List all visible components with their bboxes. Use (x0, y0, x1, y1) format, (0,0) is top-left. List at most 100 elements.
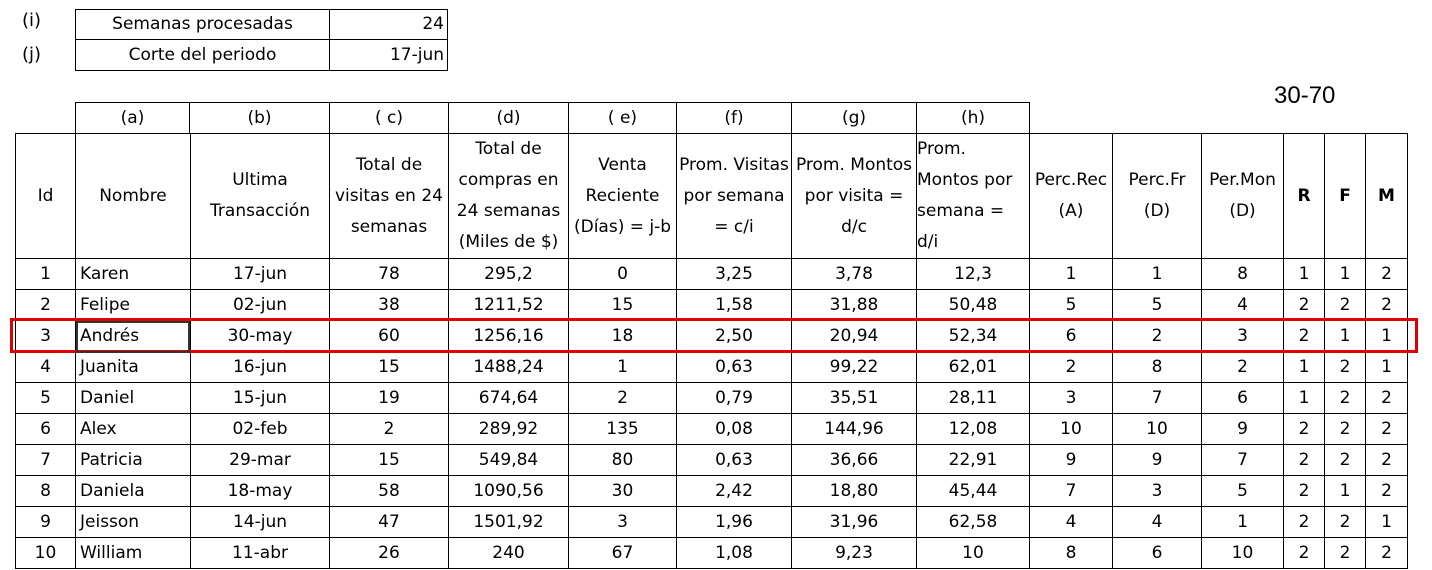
cell-total-visitas: 38 (329, 289, 449, 321)
cell-f: 2 (1324, 351, 1366, 383)
cell-f: 1 (1324, 475, 1366, 507)
cell-prom-visitas: 1,58 (676, 289, 792, 321)
cell-prom-montos-semana: 50,48 (916, 289, 1030, 321)
header-id: Id (15, 133, 76, 259)
header-prom-visitas: Prom. Visitas por semana = c/i (676, 133, 792, 259)
cell-prom-visitas: 2,50 (676, 320, 792, 352)
cell-total-compras: 1488,24 (448, 351, 569, 383)
header-f: F (1324, 133, 1366, 259)
cell-r: 2 (1283, 413, 1325, 445)
cell-prom-montos-visita: 31,96 (791, 506, 917, 538)
cell-total-visitas: 58 (329, 475, 449, 507)
header-m: M (1365, 133, 1408, 259)
cell-f: 2 (1324, 382, 1366, 414)
cell-id: 6 (15, 413, 76, 445)
cell-venta-reciente: 1 (568, 351, 677, 383)
cell-nombre: Daniel (75, 382, 191, 414)
cell-venta-reciente: 135 (568, 413, 677, 445)
cell-ultima-transaccion: 02-feb (190, 413, 330, 445)
ratio-label: 30-70 (1274, 82, 1336, 109)
cell-perc-fr: 8 (1112, 351, 1202, 383)
col-letter-h: (h) (916, 102, 1030, 134)
cell-venta-reciente: 30 (568, 475, 677, 507)
cell-nombre: Patricia (75, 444, 191, 476)
cell-nombre: William (75, 537, 191, 569)
cell-prom-visitas: 3,25 (676, 258, 792, 290)
cell-prom-montos-visita: 31,88 (791, 289, 917, 321)
cell-id: 3 (15, 320, 76, 352)
cell-total-visitas: 2 (329, 413, 449, 445)
cell-r: 2 (1283, 475, 1325, 507)
cell-r: 1 (1283, 351, 1325, 383)
cell-perc-rec: 9 (1029, 444, 1113, 476)
cell-total-visitas: 19 (329, 382, 449, 414)
cell-nombre: Felipe (75, 289, 191, 321)
cell-perc-fr: 3 (1112, 475, 1202, 507)
cell-total-visitas: 26 (329, 537, 449, 569)
param-marker-i: (i) (22, 10, 42, 31)
cell-prom-montos-visita: 18,80 (791, 475, 917, 507)
cell-m: 2 (1365, 258, 1408, 290)
param-table: Semanas procesadas 24 Corte del periodo … (75, 9, 448, 71)
cell-total-compras: 240 (448, 537, 569, 569)
cell-ultima-transaccion: 29-mar (190, 444, 330, 476)
cell-prom-montos-visita: 20,94 (791, 320, 917, 352)
cell-id: 2 (15, 289, 76, 321)
cell-prom-montos-semana: 12,08 (916, 413, 1030, 445)
table-row: 7 Patricia 29-mar 15 549,84 80 0,63 36,66 22,91 9… (15, 444, 1408, 476)
cell-prom-visitas: 2,42 (676, 475, 792, 507)
cell-venta-reciente: 3 (568, 506, 677, 538)
col-letter-f: (f) (676, 102, 792, 134)
table-row: 8 Daniela 18-may 58 1090,56 30 2,42 18,80 45,44 7… (15, 475, 1408, 507)
cell-total-visitas: 78 (329, 258, 449, 290)
cell-perc-rec: 1 (1029, 258, 1113, 290)
header-prom-montos-semana: Prom. Montos por semana = d/i (916, 133, 1030, 259)
col-letter-c: ( c) (329, 102, 449, 134)
cell-per-mon: 2 (1201, 351, 1284, 383)
cell-total-compras: 1256,16 (448, 320, 569, 352)
cell-id: 5 (15, 382, 76, 414)
cell-f: 1 (1324, 258, 1366, 290)
param-marker-j: (j) (22, 44, 42, 65)
cell-perc-fr: 10 (1112, 413, 1202, 445)
cell-per-mon: 4 (1201, 289, 1284, 321)
cell-perc-fr: 7 (1112, 382, 1202, 414)
cell-perc-rec: 8 (1029, 537, 1113, 569)
cell-prom-montos-visita: 144,96 (791, 413, 917, 445)
cell-venta-reciente: 18 (568, 320, 677, 352)
cell-per-mon: 7 (1201, 444, 1284, 476)
cell-perc-fr: 6 (1112, 537, 1202, 569)
header-r: R (1283, 133, 1325, 259)
col-letter-g: (g) (791, 102, 917, 134)
cell-f: 2 (1324, 506, 1366, 538)
param-label-semanas: Semanas procesadas (75, 9, 330, 40)
cell-ultima-transaccion: 16-jun (190, 351, 330, 383)
cell-prom-montos-visita: 99,22 (791, 351, 917, 383)
cell-total-compras: 289,92 (448, 413, 569, 445)
selected-cell-outline (76, 321, 190, 353)
cell-f: 2 (1324, 537, 1366, 569)
table-row: 3 Andrés 30-may 60 1256,16 18 2,50 20,94 52,34 6 2… (15, 320, 1408, 352)
cell-prom-montos-semana: 52,34 (916, 320, 1030, 352)
cell-per-mon: 6 (1201, 382, 1284, 414)
cell-venta-reciente: 0 (568, 258, 677, 290)
column-letter-row: (a) (b) ( c) (d) ( e) (f) (g) (h) (75, 102, 1030, 134)
cell-perc-rec: 3 (1029, 382, 1113, 414)
header-per-mon: Per.Mon (D) (1201, 133, 1284, 259)
cell-r: 2 (1283, 537, 1325, 569)
cell-venta-reciente: 15 (568, 289, 677, 321)
table-row: 9 Jeisson 14-jun 47 1501,92 3 1,96 31,96 62,58 4 4… (15, 506, 1408, 538)
header-nombre: Nombre (75, 133, 191, 259)
cell-m: 2 (1365, 475, 1408, 507)
cell-perc-fr: 2 (1112, 320, 1202, 352)
header-total-visitas: Total de visitas en 24 semanas (329, 133, 449, 259)
cell-total-compras: 549,84 (448, 444, 569, 476)
cell-nombre: Daniela (75, 475, 191, 507)
cell-prom-montos-semana: 12,3 (916, 258, 1030, 290)
cell-prom-montos-semana: 62,58 (916, 506, 1030, 538)
cell-perc-fr: 5 (1112, 289, 1202, 321)
cell-prom-visitas: 1,08 (676, 537, 792, 569)
cell-total-compras: 1211,52 (448, 289, 569, 321)
cell-id: 4 (15, 351, 76, 383)
cell-per-mon: 8 (1201, 258, 1284, 290)
